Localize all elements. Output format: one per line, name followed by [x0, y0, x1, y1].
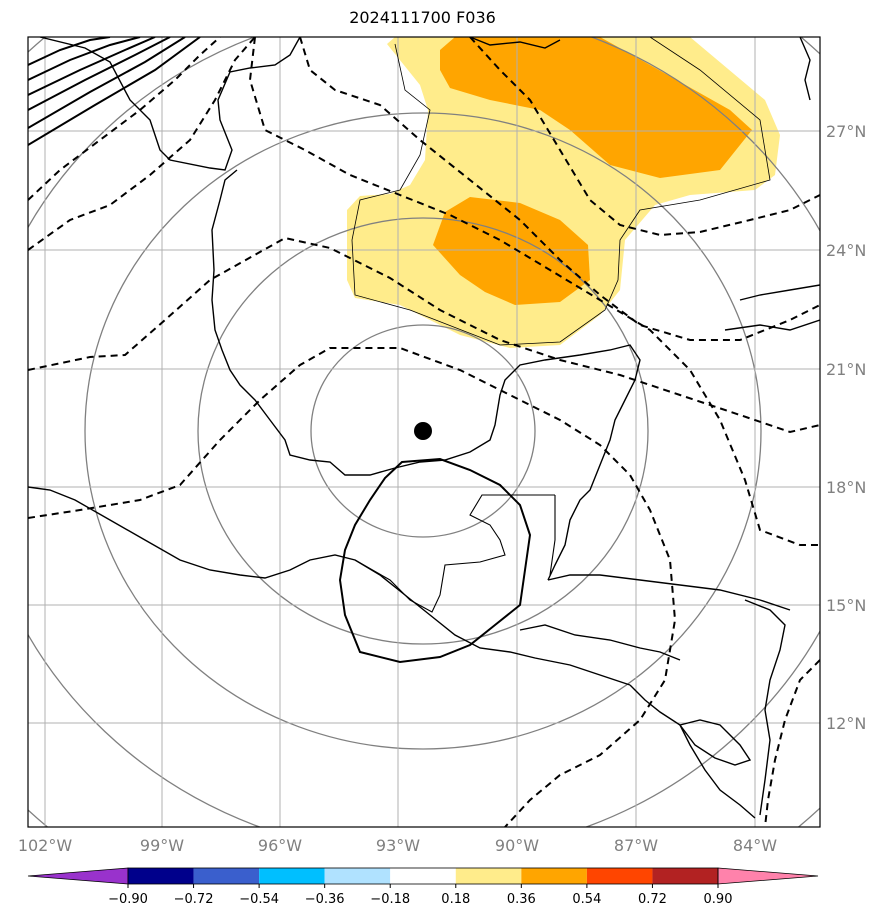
- lon-label: 102°W: [18, 836, 73, 855]
- lat-label: 21°N: [826, 360, 866, 379]
- storm-center-dot: [414, 422, 432, 440]
- colorbar-segment: [521, 868, 587, 884]
- longitude-labels: 102°W 99°W 96°W 93°W 90°W 87°W 84°W: [18, 836, 777, 855]
- colorbar-tick-label: 0.54: [572, 892, 601, 907]
- colorbar-tick-label: 0.18: [441, 892, 470, 907]
- map-frame: [27, 36, 821, 828]
- colorbar: −0.90 −0.72 −0.54 −0.36 −0.18 0.18 0.36 0.54 0.7…: [27, 867, 819, 907]
- shaded-field-orange: [433, 37, 752, 305]
- lat-label: 15°N: [826, 596, 866, 615]
- map-title: 2024111700 F036: [349, 8, 496, 27]
- colorbar-tick-label: −0.18: [370, 892, 410, 907]
- colorbar-tick-label: −0.72: [174, 892, 214, 907]
- lon-label: 87°W: [614, 836, 658, 855]
- colorbar-segment: [128, 868, 194, 884]
- lat-label: 12°N: [826, 714, 866, 733]
- lon-label: 93°W: [376, 836, 420, 855]
- gridlines: [28, 37, 820, 827]
- colorbar-segment: [652, 868, 718, 884]
- lon-label: 96°W: [258, 836, 302, 855]
- thin-contour: [351, 37, 771, 346]
- lon-label: 84°W: [733, 836, 777, 855]
- colorbar-tick-label: −0.36: [305, 892, 345, 907]
- colorbar-tick-label: 0.72: [638, 892, 667, 907]
- dashed-contours: [28, 37, 820, 827]
- colorbar-segment: [259, 868, 325, 884]
- colorbar-tick-label: 0.90: [704, 892, 733, 907]
- lon-label: 99°W: [140, 836, 184, 855]
- colorbar-segment: [586, 868, 653, 884]
- colorbar-frame: [127, 867, 719, 885]
- colorbar-extend-high: [717, 867, 819, 885]
- solid-contours: [28, 37, 532, 664]
- lat-label: 24°N: [826, 241, 866, 260]
- lat-label: 27°N: [826, 122, 866, 141]
- colorbar-segment: [193, 868, 260, 884]
- colorbar-tick-label: −0.54: [239, 892, 279, 907]
- colorbar-tick-label: 0.36: [507, 892, 536, 907]
- lat-label: 18°N: [826, 478, 866, 497]
- colorbar-tick-label: −0.90: [108, 892, 148, 907]
- colorbar-segment: [390, 868, 456, 884]
- latitude-labels: 27°N 24°N 21°N 18°N 15°N 12°N: [826, 122, 866, 733]
- colorbar-segment: [455, 868, 522, 884]
- political-borders: [354, 494, 556, 613]
- colorbar-extend-low: [27, 867, 129, 885]
- lon-label: 90°W: [495, 836, 539, 855]
- colorbar-segment: [324, 868, 391, 884]
